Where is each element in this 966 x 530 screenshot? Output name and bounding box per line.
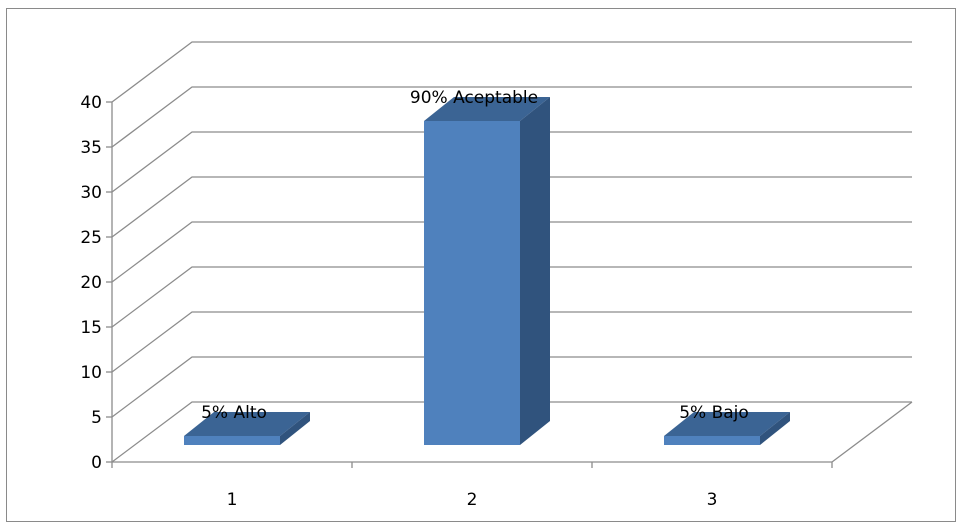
gridline [111,86,912,148]
gridline [111,311,912,373]
bar-top [424,97,550,121]
bar [424,97,550,445]
data-label: 90% Aceptable [410,88,538,108]
gridline [111,356,912,418]
bar-side [520,97,550,445]
grid-layer [111,41,913,463]
floor-edge [831,401,913,463]
y-tick-label: 5 [91,408,102,428]
gridline [111,131,912,193]
x-tick-label: 1 [227,490,238,510]
gridline [111,401,912,463]
bar-front [424,121,520,445]
y-tick-label: 25 [80,228,102,248]
x-tick-label: 2 [467,490,478,510]
y-tick-label: 20 [80,273,102,293]
y-tick-label: 10 [80,363,102,383]
bar-side [280,412,310,445]
y-tick-label: 30 [80,183,102,203]
bar-layer [184,97,790,445]
y-tick-label: 40 [80,93,102,113]
gridline [111,41,912,103]
bar-side [760,412,790,445]
data-label: 5% Bajo [679,403,749,423]
x-axis-ticks: 1 2 3 [227,490,718,510]
gridline [111,176,912,238]
bar-front [664,436,760,445]
gridline [111,221,912,283]
y-axis-ticks: 0 5 10 15 20 25 30 35 40 [80,93,102,473]
data-label: 5% Alto [201,403,267,423]
data-labels: 5% Alto 90% Aceptable 5% Bajo [201,88,749,423]
axis-layer [106,101,833,468]
gridline [111,266,912,328]
bar [184,412,310,445]
y-tick-label: 35 [80,138,102,158]
bar-front [184,436,280,445]
bar-top [664,412,790,436]
bar [664,412,790,445]
y-tick-label: 0 [91,453,102,473]
bar-top [184,412,310,436]
y-tick-label: 15 [80,318,102,338]
x-tick-label: 3 [707,490,718,510]
